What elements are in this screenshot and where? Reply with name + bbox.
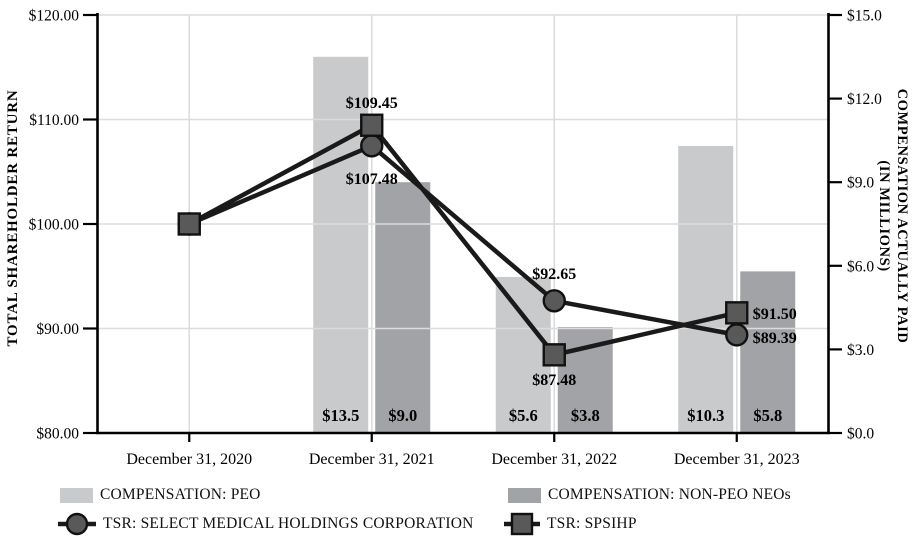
legend-item-compensation-non-peo: COMPENSATION: NON-PEO NEOs [508,486,791,504]
bar-value-label: $5.6 [509,406,538,425]
bar-value-label: $13.5 [322,406,359,425]
tsr-point-label: $89.39 [753,330,797,347]
bar-value-label: $3.8 [571,406,600,425]
left-axis-tick-label: $120.00 [29,8,80,25]
legend-item-compensation-peo: COMPENSATION: PEO [60,486,261,504]
legend-item-tsr-select-medical: TSR: SELECT MEDICAL HOLDINGS CORPORATION [58,511,474,536]
bar-non-peo-2023 [740,271,796,433]
circle-data-marker [542,289,566,313]
bar-non-peo-2021 [375,182,431,433]
left-axis-tick-label: $80.00 [36,426,79,443]
square-marker-icon [504,512,540,536]
tsr-point-label: $87.48 [532,372,576,389]
bar-peo-2021 [313,56,369,434]
x-axis-category-label: December 31, 2023 [674,451,800,468]
tsr-point-label: $109.45 [346,95,398,112]
left-axis-tick-label: $100.00 [29,217,80,234]
x-axis-category-label: December 31, 2022 [491,451,617,468]
circle-data-marker [725,323,749,347]
circle-data-marker [360,134,384,158]
non-peo-swatch-icon [508,487,541,503]
right-axis-title: COMPENSATION ACTUALLY PAID(IN MILLIONS) [876,89,910,344]
square-data-marker [725,301,749,325]
right-axis-tick-label: $0.0 [847,426,874,443]
right-axis-tick-label: $15.0 [847,8,882,25]
x-axis-category-label: December 31, 2021 [309,451,435,468]
tsr-point-label: $91.50 [753,306,797,323]
bar-peo-2023 [678,145,734,433]
legend-item-tsr-spsihp: TSR: SPSIHP [504,511,637,536]
circle-marker-icon [58,512,96,536]
left-axis-tick-label: $90.00 [36,321,79,338]
bar-value-label: $5.8 [753,406,782,425]
peo-swatch-icon [60,487,93,503]
square-data-marker [177,212,201,236]
right-axis-tick-label: $12.0 [847,91,882,108]
legend-label-compensation-non-peo: COMPENSATION: NON-PEO NEOs [548,486,791,503]
right-axis-tick-label: $6.0 [847,258,874,275]
x-axis-category-label: December 31, 2020 [126,451,252,468]
square-data-marker [360,113,384,137]
tsr-line-circle [188,143,738,338]
square-data-marker [542,343,566,367]
bar-peo-2022 [495,276,551,433]
bar-value-label: $9.0 [388,406,417,425]
chart-plot-area: $13.5 $5.6 $10.3 $9.0 $3.8 $5.8 $120.00 $110.00… [5,8,910,469]
right-axis-tick-label: $9.0 [847,175,874,192]
tsr-line-square [188,122,738,358]
legend-label-compensation-peo: COMPENSATION: PEO [100,486,261,503]
left-axis-title: TOTAL SHAREHOLDER RETURN [5,89,21,346]
legend-label-tsr-spsihp: TSR: SPSIHP [547,515,637,532]
left-axis-tick-label: $110.00 [29,112,79,129]
tsr-point-label: $107.48 [346,171,398,188]
right-axis-tick-label: $3.0 [847,342,874,359]
legend-label-tsr-select-medical: TSR: SELECT MEDICAL HOLDINGS CORPORATION [103,515,474,532]
tsr-point-label: $92.65 [532,266,576,283]
bar-value-label: $10.3 [687,406,724,425]
